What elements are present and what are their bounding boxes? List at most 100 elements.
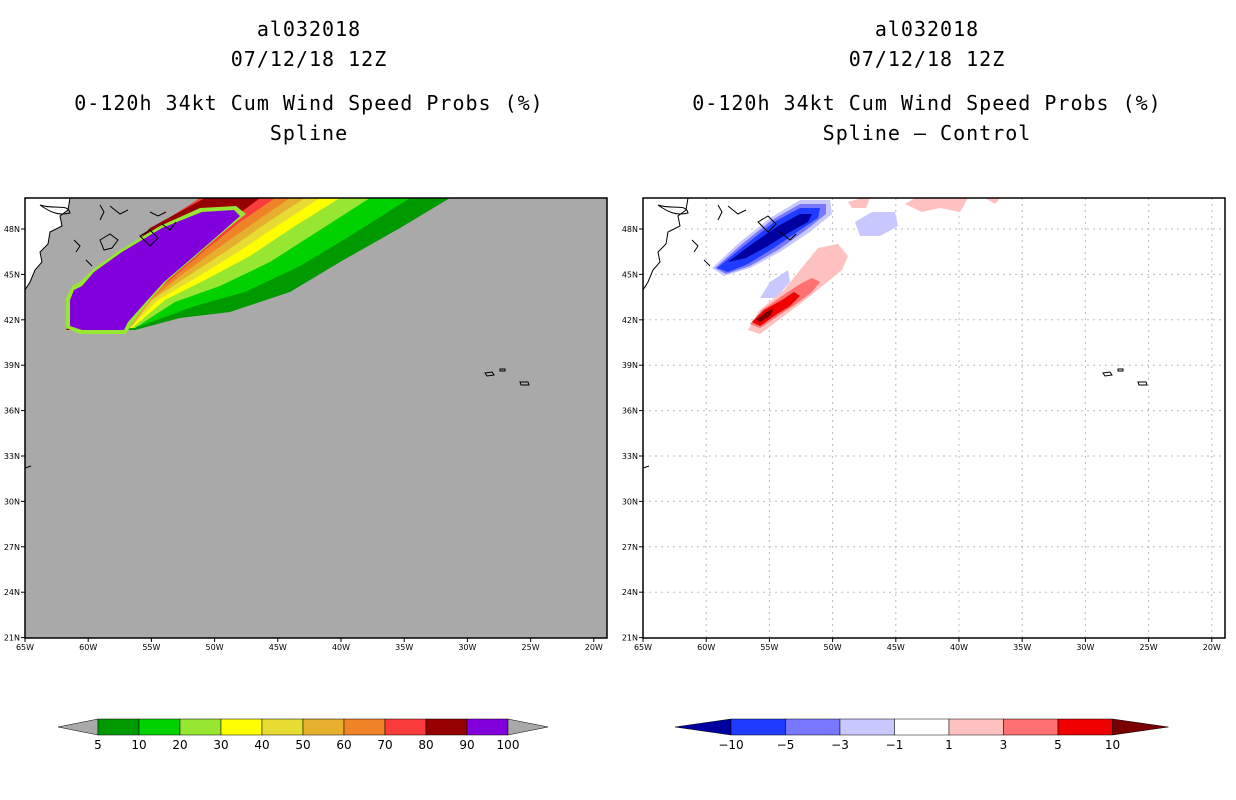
lon-tick-label: 40W bbox=[950, 643, 968, 652]
colorbar-swatch bbox=[302, 718, 345, 736]
lat-tick-label: 39N bbox=[4, 361, 20, 370]
colorbar-swatch bbox=[138, 718, 181, 736]
lon-tick-label: 35W bbox=[1013, 643, 1031, 652]
left-probability-field bbox=[25, 198, 530, 469]
colorbar-swatch bbox=[1003, 718, 1059, 736]
lat-tick-label: 33N bbox=[4, 452, 20, 461]
lon-tick-label: 20W bbox=[585, 643, 603, 652]
colorbar-swatch bbox=[384, 718, 427, 736]
right-model: Spline – Control bbox=[822, 121, 1032, 145]
diff-neg-patch-a bbox=[855, 212, 898, 236]
right-product: 0-120h 34kt Cum Wind Speed Probs (%) bbox=[692, 91, 1162, 115]
left-storm-id: al032018 bbox=[256, 17, 362, 41]
colorbar-extend-low bbox=[674, 718, 732, 736]
colorbar-swatch bbox=[343, 718, 386, 736]
colorbar-label: 60 bbox=[336, 738, 351, 752]
lat-tick-label: 30N bbox=[622, 497, 638, 506]
colorbar-label: 20 bbox=[172, 738, 187, 752]
colorbar-swatch bbox=[261, 718, 304, 736]
colorbar-swatch bbox=[425, 718, 468, 736]
right-azores-islands bbox=[643, 368, 1148, 469]
colorbar-swatch bbox=[730, 718, 786, 736]
colorbar-extend-high bbox=[1112, 718, 1169, 736]
left-model: Spline bbox=[269, 121, 349, 145]
lat-tick-label: 45N bbox=[622, 270, 638, 279]
lon-tick-label: 20W bbox=[1203, 643, 1221, 652]
lon-tick-label: 50W bbox=[824, 643, 842, 652]
left-landmass bbox=[25, 198, 159, 291]
lat-tick-label: 33N bbox=[622, 452, 638, 461]
right-map: 65W 60W 55W 50W 45W 40W 35W 30W 25W 20W 48N 45N 42N 3… bbox=[622, 197, 1226, 652]
right-map-background bbox=[643, 198, 1225, 638]
colorbar-swatch bbox=[1057, 718, 1113, 736]
colorbar-swatch bbox=[466, 718, 509, 736]
left-colorbar: 5 10 20 30 40 50 60 70 80 90 100 bbox=[57, 718, 549, 752]
lon-tick-label: 65W bbox=[634, 643, 652, 652]
colorbar-label: 50 bbox=[295, 738, 310, 752]
lon-tick-label: 40W bbox=[332, 643, 350, 652]
colorbar-swatch bbox=[785, 718, 841, 736]
left-map-ticks: 65W 60W 55W 50W 45W 40W 35W 30W 25W 20W 48N 45N 42N 3… bbox=[4, 225, 603, 652]
diff-neg-patch-b bbox=[760, 270, 790, 298]
diff-pos-patch-c bbox=[985, 198, 1000, 204]
lon-tick-label: 50W bbox=[206, 643, 224, 652]
colorbar-label: 100 bbox=[497, 738, 520, 752]
lat-tick-label: 24N bbox=[4, 588, 20, 597]
left-coastline-detail bbox=[39, 204, 177, 267]
lat-tick-label: 36N bbox=[4, 407, 20, 416]
colorbar-label: −10 bbox=[718, 738, 743, 752]
colorbar-swatch bbox=[179, 718, 222, 736]
right-storm-id: al032018 bbox=[874, 17, 980, 41]
colorbar-label: 5 bbox=[94, 738, 102, 752]
colorbar-label: 10 bbox=[1105, 738, 1120, 752]
colorbar-swatch bbox=[948, 718, 1004, 736]
right-difference-field bbox=[643, 198, 1148, 469]
lon-tick-label: 25W bbox=[522, 643, 540, 652]
prob-band-100 bbox=[70, 210, 240, 330]
colorbar-label: 70 bbox=[377, 738, 392, 752]
colorbar-label: 40 bbox=[254, 738, 269, 752]
right-panel-title: al032018 07/12/18 12Z 0-120h 34kt Cum Wi… bbox=[627, 14, 1227, 148]
diff-pos-patch-a bbox=[848, 198, 870, 208]
lon-tick-label: 25W bbox=[1140, 643, 1158, 652]
colorbar-extend-low bbox=[57, 718, 99, 736]
colorbar-label: −5 bbox=[777, 738, 795, 752]
diff-neg-10 bbox=[728, 214, 812, 262]
colorbar-label: 30 bbox=[213, 738, 228, 752]
lat-tick-label: 24N bbox=[622, 588, 638, 597]
right-colorbar: −10 −5 −3 −1 1 3 5 10 bbox=[674, 718, 1169, 752]
left-azores-islands bbox=[25, 368, 530, 469]
colorbar-label: 80 bbox=[418, 738, 433, 752]
colorbar-label: 3 bbox=[1000, 738, 1008, 752]
lon-tick-label: 65W bbox=[16, 643, 34, 652]
right-coastline-detail bbox=[657, 204, 797, 267]
lon-tick-label: 45W bbox=[269, 643, 287, 652]
lat-tick-label: 36N bbox=[622, 407, 638, 416]
right-map-gridlines bbox=[643, 198, 1225, 638]
lon-tick-label: 30W bbox=[1076, 643, 1094, 652]
colorbar-swatch bbox=[97, 718, 140, 736]
colorbar-swatch bbox=[894, 718, 950, 736]
diff-pos-patch-b bbox=[905, 198, 968, 212]
lon-tick-label: 30W bbox=[458, 643, 476, 652]
right-datetime: 07/12/18 12Z bbox=[848, 47, 1006, 71]
lat-tick-label: 48N bbox=[622, 225, 638, 234]
lat-tick-label: 21N bbox=[622, 634, 638, 643]
colorbar-label: 5 bbox=[1054, 738, 1062, 752]
diff-pos-10 bbox=[756, 308, 774, 322]
colorbar-label: 1 bbox=[945, 738, 953, 752]
lat-tick-label: 21N bbox=[4, 634, 20, 643]
lat-tick-label: 39N bbox=[622, 361, 638, 370]
lon-tick-label: 35W bbox=[395, 643, 413, 652]
lat-tick-label: 27N bbox=[622, 543, 638, 552]
left-map: 65W 60W 55W 50W 45W 40W 35W 30W 25W 20W 48N 45N 42N 3… bbox=[4, 197, 608, 652]
left-datetime: 07/12/18 12Z bbox=[230, 47, 388, 71]
colorbar-swatch bbox=[220, 718, 263, 736]
colorbar-label: −3 bbox=[831, 738, 849, 752]
lat-tick-label: 48N bbox=[4, 225, 20, 234]
lat-tick-label: 42N bbox=[622, 316, 638, 325]
colorbar-extend-high bbox=[507, 718, 549, 736]
right-landmass bbox=[643, 198, 689, 291]
right-map-frame bbox=[642, 197, 1226, 639]
